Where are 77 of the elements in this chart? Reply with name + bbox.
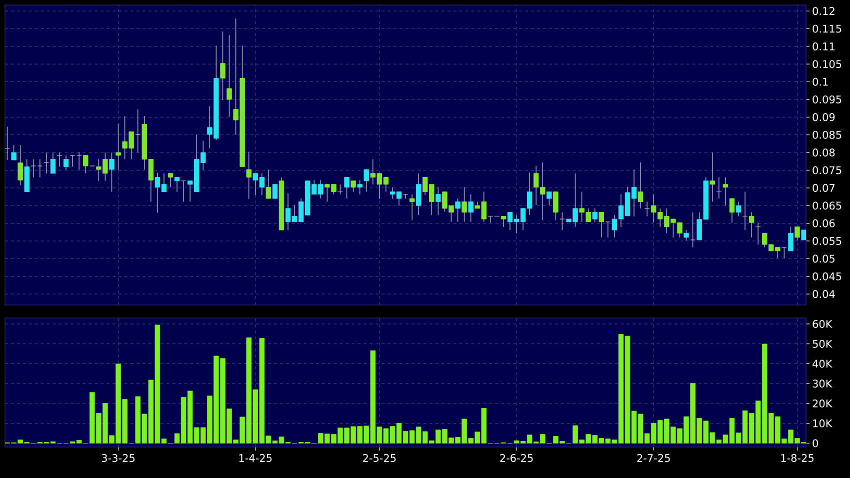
- candlestick: [266, 169, 272, 199]
- y-tick-label: 40K: [812, 360, 832, 368]
- y-tick-label: 0.05: [812, 254, 834, 263]
- candlestick: [794, 226, 800, 242]
- candlestick: [690, 212, 696, 248]
- candlestick: [409, 194, 415, 220]
- candlestick: [638, 162, 644, 209]
- y-tick-label: 0.06: [812, 219, 835, 228]
- candlestick: [782, 246, 787, 258]
- candlestick: [226, 34, 232, 118]
- candlestick: [76, 152, 82, 170]
- y-tick-label: 0.085: [812, 130, 842, 139]
- candlestick: [436, 186, 441, 216]
- candlestick: [742, 191, 748, 230]
- candlestick: [462, 186, 467, 222]
- y-tick-label: 50K: [812, 340, 832, 348]
- candlestick: [644, 201, 650, 217]
- candlestick: [605, 221, 611, 238]
- candlestick: [180, 180, 186, 202]
- candlestick: [63, 154, 69, 170]
- candlestick: [272, 184, 278, 199]
- y-tick-label: 0.08: [812, 148, 835, 156]
- y-tick-label: 20K: [812, 399, 832, 408]
- y-tick-label: 0.04: [812, 290, 835, 298]
- y-tick-label: 0.09: [812, 113, 835, 122]
- x-tick-label: 1-8-25: [781, 454, 814, 462]
- candlestick: [364, 169, 369, 192]
- y-tick-label: 0.105: [812, 60, 842, 68]
- candlestick: [716, 176, 722, 199]
- y-tick-label: 0: [812, 439, 818, 448]
- candlestick: [755, 222, 761, 245]
- x-tick-label: 2-6-25: [500, 454, 533, 462]
- y-tick-label: 0.12: [812, 7, 834, 15]
- candlestick: [468, 194, 474, 222]
- candlestick: [135, 108, 140, 153]
- y-tick-label: 10K: [813, 419, 832, 428]
- candlestick: [455, 198, 460, 222]
- candlestick: [344, 176, 350, 199]
- candlestick: [722, 176, 728, 206]
- candlestick: [220, 31, 226, 101]
- y-tick-label: 0.1: [812, 78, 828, 86]
- candlestick: [168, 172, 174, 188]
- x-tick-label: 1-4-25: [239, 454, 272, 462]
- candlestick: [710, 152, 715, 202]
- y-tick-label: 0.095: [812, 95, 842, 104]
- y-tick-label: 0.045: [812, 272, 842, 280]
- y-tick-label: 60K: [812, 320, 832, 328]
- candlestick: [729, 198, 735, 223]
- candlestick: [338, 184, 343, 195]
- y-tick-label: 30K: [812, 380, 832, 388]
- candlestick: [56, 152, 62, 168]
- candlestick: [44, 152, 50, 174]
- x-tick-label: 3-3-25: [102, 454, 135, 462]
- y-tick-label: 0.065: [812, 202, 842, 210]
- candlestick: [116, 123, 121, 170]
- candlestick: [11, 144, 16, 160]
- y-tick-label: 0.115: [812, 24, 842, 33]
- candlestick: [546, 191, 552, 206]
- candlestick: [109, 152, 114, 192]
- x-tick-label: 2-7-25: [637, 454, 670, 462]
- y-tick-label: 0.07: [812, 184, 835, 192]
- candlestick: [350, 180, 356, 192]
- y-tick-label: 0.075: [812, 166, 842, 174]
- candlestick: [416, 172, 422, 216]
- candlestick: [402, 194, 408, 200]
- candlestick: [736, 201, 742, 217]
- x-tick-label: 2-5-25: [363, 454, 396, 462]
- candlestick: [560, 212, 565, 230]
- candlestick: [357, 180, 362, 195]
- candlestick: [70, 154, 76, 168]
- y-tick-label: 0.11: [812, 42, 834, 50]
- candlestick: [246, 151, 252, 200]
- candlestick: [684, 230, 689, 242]
- candlestick: [592, 208, 598, 222]
- candlestick: [553, 191, 558, 220]
- y-tick-label: 0.055: [812, 236, 842, 245]
- candlestick: [18, 144, 23, 186]
